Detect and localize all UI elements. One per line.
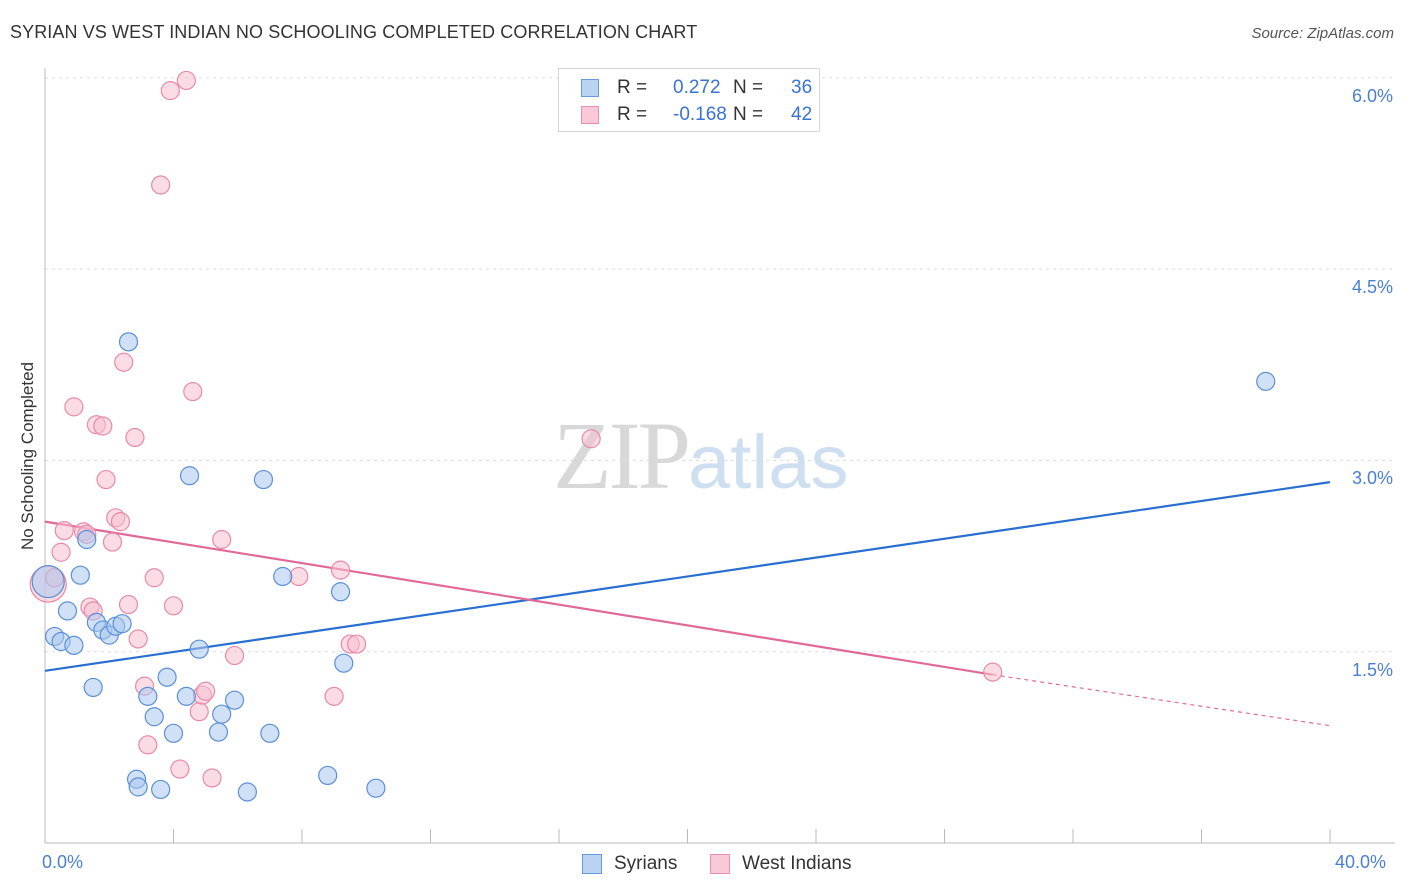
x-max-label: 40.0% — [1335, 852, 1387, 872]
syrian-point — [64, 635, 84, 655]
west-indian-point — [581, 429, 601, 449]
syrians-trend-line — [44, 481, 1331, 672]
west-indian-point — [224, 645, 245, 666]
syrian-point — [273, 566, 293, 587]
x-min-label: 0.0% — [42, 852, 84, 872]
syrian-point — [179, 466, 200, 486]
chart-title: SYRIAN VS WEST INDIAN NO SCHOOLING COMPL… — [10, 22, 698, 42]
west-indian-point — [170, 759, 190, 779]
n-label: N = — [733, 104, 764, 125]
legend-label: West Indians — [742, 853, 852, 874]
west-indian-point — [151, 175, 171, 195]
syrian-point — [163, 723, 184, 743]
syrian-point — [334, 653, 354, 673]
west-indian-point — [51, 542, 71, 562]
west-indian-point — [983, 662, 1003, 682]
syrian-point — [189, 639, 209, 659]
west-indian-point — [212, 529, 232, 550]
syrian-point — [212, 704, 232, 724]
west-indians-trend-extension — [992, 674, 1331, 727]
west-indians-swatch — [710, 854, 730, 874]
west-indian-point — [347, 634, 367, 654]
west-indian-point — [189, 702, 209, 722]
west-indian-point — [176, 70, 196, 91]
r-value: -0.168 — [673, 104, 727, 125]
legend-label: Syrians — [614, 853, 678, 874]
syrian-point — [70, 565, 90, 585]
west-indian-point — [114, 352, 134, 372]
syrian-point — [260, 723, 280, 743]
syrian-point — [77, 529, 97, 550]
r-label: R = — [617, 104, 648, 125]
west-indian-point — [183, 381, 203, 402]
syrian-point — [1256, 371, 1276, 391]
west-indian-point — [110, 512, 131, 532]
west-indian-point — [324, 686, 344, 706]
n-value: 42 — [791, 104, 813, 125]
y-tick-label: 3.0% — [1351, 468, 1393, 488]
syrian-point — [144, 707, 164, 727]
west-indian-point — [102, 532, 123, 552]
west-indian-point — [125, 427, 145, 448]
west-indian-point — [118, 594, 139, 615]
syrian-point — [151, 779, 171, 800]
y-axis-label: No Schooling Completed — [18, 361, 37, 551]
syrian-point — [157, 667, 177, 687]
west-indian-point — [330, 560, 351, 580]
west-indian-point — [160, 81, 180, 101]
syrian-point — [224, 690, 245, 710]
west-indian-point — [144, 568, 164, 588]
source-attribution: Source: ZipAtlas.com — [1251, 25, 1394, 42]
syrian-point — [366, 778, 386, 798]
syrian-point — [112, 614, 132, 634]
syrian-point — [253, 469, 274, 490]
west-indians-trend-line — [44, 520, 993, 676]
west-indian-point — [64, 397, 84, 417]
syrian-point — [208, 722, 229, 742]
y-tick-label: 4.5% — [1351, 277, 1393, 297]
r-value: 0.272 — [673, 77, 721, 98]
syrian-point — [237, 782, 257, 802]
n-label: N = — [733, 77, 764, 98]
r-label: R = — [617, 77, 648, 98]
syrian-point — [83, 677, 103, 698]
syrian-point — [330, 582, 351, 602]
y-tick-label: 1.5% — [1351, 660, 1393, 680]
syrians-swatch — [582, 854, 602, 874]
west-indian-point — [289, 566, 309, 587]
syrian-point — [128, 777, 148, 797]
west-indian-point — [128, 629, 148, 649]
syrian-point — [57, 601, 78, 621]
syrians-swatch — [581, 79, 599, 97]
west-indians-swatch — [581, 106, 599, 124]
syrian-point — [118, 332, 139, 352]
west-indian-point — [138, 735, 158, 755]
west-indian-point — [54, 520, 74, 541]
y-tick-label: 6.0% — [1351, 86, 1393, 106]
west-indian-point — [202, 768, 222, 788]
correlation-legend: R = 0.272 N = 36 R = -0.168 N = 42 — [558, 68, 820, 132]
syrian-point — [138, 686, 158, 706]
west-indian-point — [163, 596, 184, 616]
syrian-point — [176, 686, 196, 706]
syrian-point — [318, 765, 338, 786]
west-indian-point — [93, 416, 113, 436]
west-indian-point — [96, 469, 116, 490]
west-indian-point — [196, 681, 216, 701]
syrian-point — [31, 564, 65, 599]
n-value: 36 — [791, 77, 813, 98]
